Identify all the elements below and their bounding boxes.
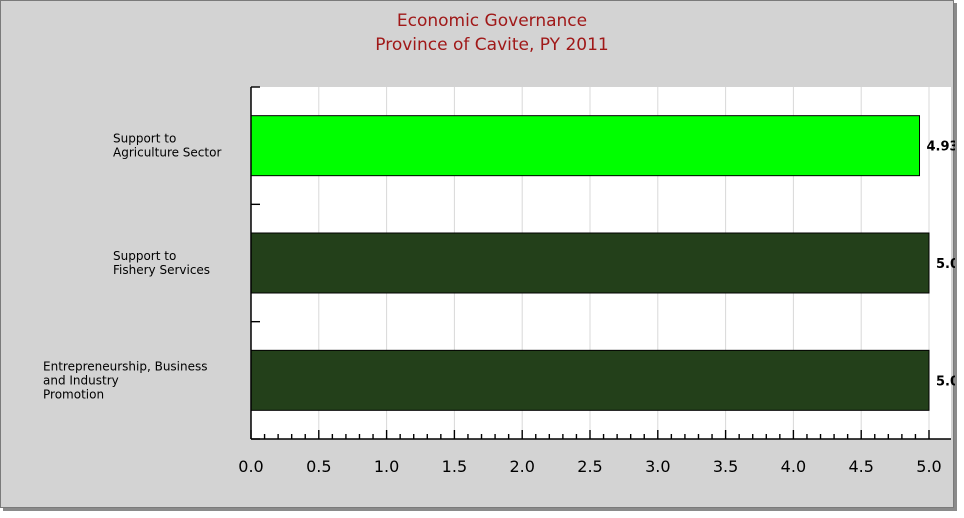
category-label-line: Promotion [43,387,104,401]
x-tick-label: 2.0 [509,457,534,476]
x-tick-label: 1.5 [442,457,467,476]
bar-value-label-2: 5.00 [936,257,955,272]
bars: 4.93 5.00 5.00 [250,115,955,411]
bar-value-label-1: 4.93 [927,140,955,155]
x-tick-label: 4.5 [848,457,873,476]
x-tick-label: 3.5 [713,457,738,476]
category-label-line: Support to [113,249,176,263]
axes [250,86,951,440]
x-tick-label: 0.5 [306,457,331,476]
chart-title-line-2: Province of Cavite, PY 2011 [375,35,608,55]
x-tick-label: 3.0 [645,457,670,476]
bar-value-label-3: 5.00 [936,374,955,389]
bar-2 [250,232,930,294]
x-tick-labels: 0.0 0.5 1.0 1.5 2.0 2.5 3.0 3.5 4.0 4.5 5.0 [238,457,941,476]
x-tick-label: 5.0 [916,457,941,476]
bar-chart: Economic Governance Province of Cavite, P… [43,11,955,476]
category-label-line: Support to [113,132,176,146]
x-tick-label: 0.0 [238,457,263,476]
bar-1 [250,115,921,177]
category-label-line: Agriculture Sector [113,146,221,160]
chart-title: Economic Governance Province of Cavite, P… [375,11,608,55]
category-label-line: and Industry [43,373,119,387]
category-label-line: Fishery Services [113,263,210,277]
category-label-line: Entrepreneurship, Business [43,359,208,373]
bar-3 [250,349,930,411]
x-tick-label: 1.0 [374,457,399,476]
chart-title-line-1: Economic Governance [397,11,587,31]
chart-frame: Economic Governance Province of Cavite, P… [0,0,955,508]
x-tick-label: 2.5 [577,457,602,476]
x-tick-label: 4.0 [781,457,806,476]
